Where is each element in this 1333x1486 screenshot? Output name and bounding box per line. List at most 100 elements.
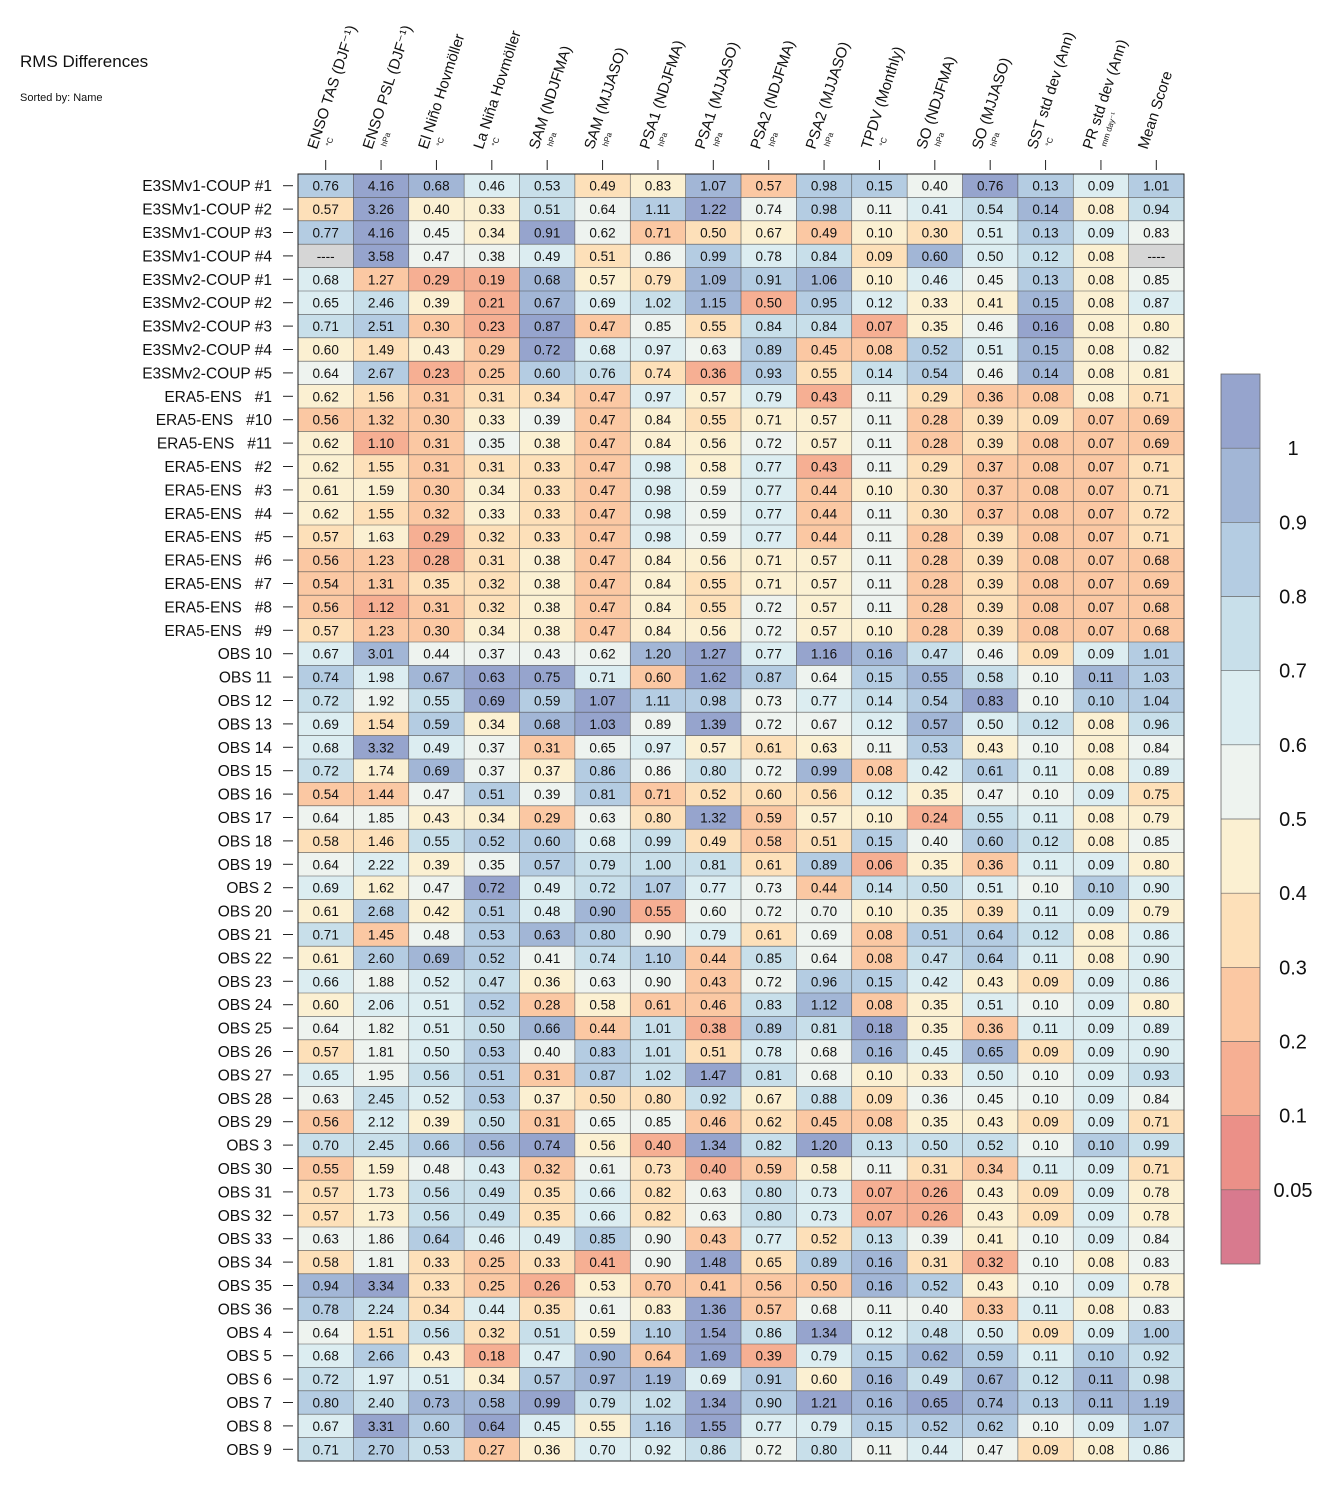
heatmap-cell xyxy=(464,267,520,291)
heatmap-cell xyxy=(1073,1344,1129,1368)
cell-value-label: 0.35 xyxy=(479,857,505,872)
cell-value-label: 0.54 xyxy=(922,694,949,709)
heatmap-cell xyxy=(464,688,520,713)
heatmap-cell xyxy=(1128,197,1185,221)
heatmap-cell xyxy=(574,267,631,291)
heatmap-cell xyxy=(741,220,797,245)
heatmap-cell xyxy=(907,805,963,830)
cell-value-label: 0.40 xyxy=(423,202,449,217)
heatmap-cell xyxy=(1073,478,1129,502)
heatmap-cell xyxy=(574,1063,631,1087)
heatmap-cell xyxy=(851,665,908,689)
heatmap-cell xyxy=(685,642,742,666)
cell-value-label: 0.44 xyxy=(700,951,727,966)
heatmap-cell xyxy=(519,618,575,642)
cell-value-label: 0.58 xyxy=(977,670,1003,685)
cell-value-label: 0.57 xyxy=(811,623,837,638)
heatmap-cell xyxy=(519,1039,575,1064)
heatmap-cell xyxy=(1017,759,1074,783)
column-label: El Niño Hovmöller xyxy=(415,32,468,151)
heatmap-cell xyxy=(741,478,797,502)
heatmap-cell xyxy=(519,408,575,432)
cell-value-label: 0.09 xyxy=(1088,857,1114,872)
cell-value-label: 0.08 xyxy=(1088,834,1114,849)
heatmap-cell xyxy=(353,1156,409,1181)
heatmap-cell xyxy=(574,595,631,619)
colorbar-band xyxy=(1221,893,1260,968)
heatmap-cell xyxy=(685,501,742,525)
cell-value-label: 0.08 xyxy=(1088,764,1114,779)
cell-value-label: 1.92 xyxy=(368,694,394,709)
cell-value-label: 0.71 xyxy=(1143,483,1169,498)
cell-value-label: 0.15 xyxy=(866,974,892,989)
cell-value-label: 1.36 xyxy=(700,1302,726,1317)
heatmap-cell xyxy=(796,197,852,221)
heatmap-cell xyxy=(907,267,963,291)
heatmap-cell xyxy=(519,595,575,619)
heatmap-cell xyxy=(574,454,631,479)
heatmap-cell xyxy=(630,852,686,876)
cell-value-label: 0.77 xyxy=(756,1419,782,1434)
cell-value-label: 0.53 xyxy=(534,179,560,194)
heatmap-cell xyxy=(907,1039,963,1064)
heatmap-cell xyxy=(298,642,354,666)
heatmap-cell xyxy=(1017,876,1074,900)
heatmap-cell xyxy=(685,314,742,338)
heatmap-cell xyxy=(1073,1273,1129,1298)
cell-value-label: 0.30 xyxy=(423,413,449,428)
heatmap-cell xyxy=(962,1390,1018,1415)
colorbar-tick-label: 1 xyxy=(1287,438,1298,460)
cell-value-label: 0.74 xyxy=(589,951,616,966)
heatmap-cell xyxy=(796,922,852,947)
heatmap-cell xyxy=(796,1156,852,1181)
heatmap-cell xyxy=(1073,946,1129,970)
heatmap-cell xyxy=(1017,1110,1074,1134)
heatmap-cell xyxy=(408,220,465,245)
heatmap-cell xyxy=(851,946,908,970)
cell-value-label: 0.50 xyxy=(479,1115,505,1130)
heatmap-cell xyxy=(741,759,797,783)
cell-value-label: 0.43 xyxy=(534,647,560,662)
cell-value-label: 0.25 xyxy=(479,366,505,381)
heatmap-cell xyxy=(962,1063,1018,1087)
heatmap-cell xyxy=(408,1203,465,1227)
heatmap-cell xyxy=(962,1273,1018,1298)
heatmap-cell xyxy=(353,1063,409,1087)
cell-value-label: 0.90 xyxy=(645,1255,671,1270)
cell-value-label: 0.10 xyxy=(866,483,892,498)
heatmap-cell xyxy=(1128,1227,1185,1251)
heatmap-cell xyxy=(685,478,742,502)
heatmap-cell xyxy=(685,431,742,455)
cell-value-label: 0.71 xyxy=(1143,530,1169,545)
heatmap-cell xyxy=(796,1016,852,1040)
cell-value-label: 0.10 xyxy=(1032,740,1058,755)
cell-value-label: 0.80 xyxy=(756,1208,782,1223)
heatmap-cell xyxy=(353,899,409,923)
heatmap-cell xyxy=(519,337,575,362)
cell-value-label: 0.62 xyxy=(589,226,615,241)
cell-value-label: 0.57 xyxy=(756,1302,782,1317)
row-label: OBS 26 xyxy=(218,1044,272,1061)
heatmap-cell xyxy=(408,548,465,572)
cell-value-label: 0.64 xyxy=(313,366,340,381)
heatmap-cell xyxy=(1073,922,1129,947)
cell-value-label: 0.23 xyxy=(479,319,505,334)
heatmap-cell xyxy=(519,1063,575,1087)
cell-value-label: 0.49 xyxy=(479,1208,505,1223)
cell-value-label: 1.07 xyxy=(700,179,726,194)
cell-value-label: 0.45 xyxy=(811,343,837,358)
heatmap-cell xyxy=(907,829,963,853)
heatmap-cell xyxy=(408,1390,465,1415)
heatmap-cell xyxy=(408,1297,465,1321)
cell-value-label: 0.13 xyxy=(1032,272,1058,287)
cell-value-label: 0.62 xyxy=(313,506,339,521)
heatmap-cell xyxy=(907,1086,963,1110)
cell-value-label: 0.35 xyxy=(922,319,948,334)
heatmap-cell xyxy=(1128,1344,1185,1368)
cell-value-label: 0.73 xyxy=(423,1396,449,1411)
cell-value-label: 1.23 xyxy=(368,553,394,568)
heatmap-cell xyxy=(464,642,520,666)
heatmap-cell xyxy=(574,899,631,923)
cell-value-label: 4.16 xyxy=(368,179,394,194)
row-label: ERA5-ENS #10 xyxy=(156,412,273,429)
